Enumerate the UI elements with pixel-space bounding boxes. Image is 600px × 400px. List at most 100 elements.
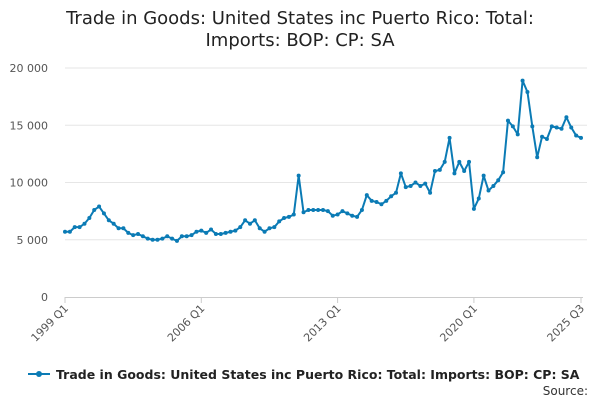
data-point[interactable] (67, 229, 72, 234)
data-point[interactable] (457, 159, 462, 164)
data-point[interactable] (364, 193, 369, 198)
data-point[interactable] (330, 213, 335, 218)
data-point[interactable] (505, 118, 510, 123)
data-point[interactable] (535, 155, 540, 160)
data-point[interactable] (189, 233, 194, 238)
data-point[interactable] (569, 125, 574, 130)
data-point[interactable] (63, 229, 67, 234)
data-point[interactable] (496, 178, 501, 183)
data-point[interactable] (447, 135, 452, 140)
data-point[interactable] (559, 126, 564, 131)
data-point[interactable] (291, 212, 296, 217)
data-point[interactable] (252, 218, 257, 223)
data-point[interactable] (515, 132, 520, 137)
data-point[interactable] (574, 133, 579, 138)
data-point[interactable] (101, 211, 106, 216)
data-point[interactable] (136, 232, 141, 237)
data-point[interactable] (247, 221, 252, 226)
data-point[interactable] (257, 226, 262, 231)
data-point[interactable] (467, 159, 472, 164)
data-point[interactable] (355, 214, 360, 219)
data-point[interactable] (209, 227, 214, 232)
data-point[interactable] (476, 196, 481, 201)
data-point[interactable] (403, 185, 408, 190)
data-point[interactable] (316, 207, 321, 212)
data-point[interactable] (486, 188, 491, 193)
data-point[interactable] (389, 194, 394, 199)
data-point[interactable] (437, 167, 442, 172)
data-point[interactable] (335, 212, 340, 217)
data-point[interactable] (145, 236, 150, 241)
data-point[interactable] (379, 202, 384, 207)
data-point[interactable] (374, 199, 379, 204)
data-point[interactable] (184, 234, 189, 239)
data-point[interactable] (155, 237, 160, 242)
data-point[interactable] (228, 229, 233, 234)
data-point[interactable] (160, 236, 165, 241)
data-point[interactable] (501, 170, 506, 175)
data-point[interactable] (311, 207, 316, 212)
data-point[interactable] (423, 181, 428, 186)
data-point[interactable] (462, 169, 467, 174)
data-point[interactable] (150, 237, 155, 242)
data-point[interactable] (428, 190, 433, 195)
data-point[interactable] (165, 234, 170, 239)
data-point[interactable] (179, 234, 184, 239)
data-point[interactable] (491, 183, 496, 188)
data-point[interactable] (540, 134, 545, 139)
data-point[interactable] (277, 219, 282, 224)
data-point[interactable] (408, 183, 413, 188)
data-point[interactable] (413, 180, 418, 185)
data-point[interactable] (418, 183, 423, 188)
data-point[interactable] (384, 198, 389, 203)
data-point[interactable] (452, 171, 457, 176)
data-point[interactable] (286, 214, 291, 219)
data-point[interactable] (549, 124, 554, 129)
data-point[interactable] (82, 221, 87, 226)
data-point[interactable] (525, 90, 530, 95)
data-point[interactable] (218, 232, 223, 237)
data-point[interactable] (131, 233, 136, 238)
data-point[interactable] (267, 226, 272, 231)
data-point[interactable] (121, 226, 126, 231)
data-point[interactable] (116, 226, 121, 231)
data-point[interactable] (126, 230, 131, 235)
data-point[interactable] (194, 229, 199, 234)
data-point[interactable] (243, 218, 248, 223)
data-point[interactable] (442, 159, 447, 164)
data-point[interactable] (471, 206, 476, 211)
data-point[interactable] (340, 209, 345, 214)
data-point[interactable] (204, 230, 209, 235)
data-point[interactable] (87, 216, 92, 220)
data-point[interactable] (510, 124, 515, 129)
data-point[interactable] (233, 228, 238, 233)
data-point[interactable] (272, 225, 277, 230)
data-point[interactable] (564, 115, 569, 120)
data-point[interactable] (97, 204, 102, 209)
data-point[interactable] (296, 173, 301, 178)
data-point[interactable] (554, 125, 559, 130)
data-point[interactable] (301, 210, 306, 215)
data-point[interactable] (432, 169, 437, 174)
data-point[interactable] (282, 216, 287, 220)
data-point[interactable] (72, 225, 77, 230)
data-point[interactable] (345, 211, 350, 216)
data-point[interactable] (394, 190, 399, 195)
data-point[interactable] (369, 198, 374, 203)
data-point[interactable] (530, 124, 535, 129)
data-point[interactable] (306, 207, 311, 212)
data-point[interactable] (520, 78, 525, 83)
data-point[interactable] (77, 225, 82, 230)
data-point[interactable] (359, 207, 364, 212)
data-point[interactable] (350, 213, 355, 218)
data-point[interactable] (325, 209, 330, 214)
data-point[interactable] (238, 225, 243, 230)
data-point[interactable] (174, 238, 179, 243)
legend[interactable]: Trade in Goods: United States inc Puerto… (28, 366, 579, 382)
data-point[interactable] (213, 232, 218, 237)
data-point[interactable] (579, 135, 583, 140)
data-point[interactable] (321, 207, 325, 212)
data-point[interactable] (111, 221, 116, 226)
data-point[interactable] (398, 171, 403, 176)
data-point[interactable] (223, 230, 228, 235)
